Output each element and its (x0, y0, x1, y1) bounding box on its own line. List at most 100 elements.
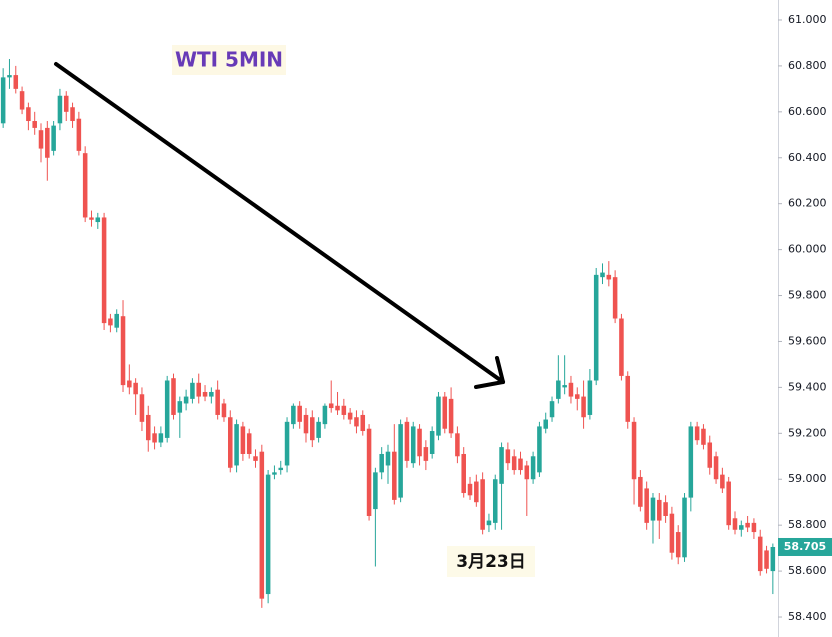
candle-body (120, 316, 126, 386)
candle-body (524, 465, 530, 480)
candle-body (63, 95, 69, 112)
candle-body (76, 118, 82, 151)
candle-body (101, 217, 107, 324)
candle-body (543, 419, 548, 429)
candle-body (675, 532, 681, 558)
candle-body (688, 426, 694, 498)
y-tick-label: 58.800 (788, 518, 827, 531)
candle-body (442, 396, 448, 429)
title-box (172, 45, 286, 75)
candle-body (650, 497, 656, 521)
y-tick-label: 59.200 (788, 426, 827, 439)
y-tick-label: 59.400 (788, 380, 827, 393)
candle-body (89, 217, 94, 220)
candles (0, 59, 776, 608)
candle-body (429, 431, 435, 454)
candle-body (537, 426, 542, 473)
candle-body (347, 412, 353, 420)
candle-body (234, 424, 239, 466)
y-tick-label: 61.000 (788, 13, 827, 26)
candle-body (209, 391, 214, 397)
candle-body (202, 391, 208, 397)
candle-body (360, 414, 366, 432)
candle-body (461, 453, 466, 494)
candle-body (410, 426, 416, 464)
candle-body (310, 417, 315, 441)
candle-body (448, 398, 454, 434)
candle-body (593, 274, 599, 381)
candle-body (480, 479, 485, 530)
candle-body (221, 403, 227, 418)
candle-body (259, 451, 265, 599)
candle-body (669, 513, 675, 553)
candle-body (467, 483, 473, 496)
candle-body (392, 451, 397, 500)
candle-body (139, 394, 145, 422)
candle-body (757, 536, 763, 572)
candle-body (612, 277, 618, 319)
y-tick-label: 60.600 (788, 105, 827, 118)
chart-title: WTI 5MIN (175, 48, 283, 72)
candle-body (328, 403, 334, 409)
candle-body (19, 91, 25, 110)
candle-body (215, 389, 220, 415)
candle-body (253, 456, 258, 461)
y-tick-label: 60.200 (788, 197, 827, 210)
candle-body (196, 382, 202, 397)
candle-body (732, 518, 738, 530)
y-tick-label: 58.600 (788, 564, 827, 577)
candle-body (240, 426, 246, 454)
candle-body (114, 313, 119, 328)
candle-body (657, 499, 662, 521)
candle-body (631, 421, 637, 480)
arrow-shaft (54, 62, 505, 384)
annotation-box (447, 546, 535, 577)
candle-body (0, 77, 6, 124)
candle-body (499, 447, 504, 484)
candle-body (70, 107, 75, 122)
candle-body (486, 520, 492, 526)
candle-body (95, 217, 101, 223)
candle-body (713, 456, 719, 480)
candle-body (568, 382, 574, 397)
candle-body (26, 107, 31, 122)
candle-body (127, 380, 132, 388)
arrow-head (495, 356, 505, 384)
y-tick-label: 60.800 (788, 59, 827, 72)
candle-body (625, 375, 631, 422)
candle-body (366, 428, 372, 516)
candle-body (171, 378, 176, 415)
candle-body (265, 474, 271, 595)
candle-body (606, 274, 612, 280)
candle-body (398, 424, 403, 498)
y-tick-label: 60.400 (788, 151, 827, 164)
candle-body (549, 401, 555, 418)
candle-body (511, 456, 517, 471)
candle-body (291, 405, 296, 425)
candle-body (701, 428, 706, 445)
candle-body (694, 426, 700, 441)
candle-body (505, 449, 511, 464)
candle-body (739, 525, 744, 530)
candle-body (322, 405, 328, 425)
candle-body (246, 433, 252, 454)
candle-body (587, 380, 593, 415)
y-tick-label: 59.600 (788, 334, 827, 347)
candle-body (272, 472, 277, 475)
candle-body (745, 522, 750, 528)
candle-body (82, 153, 88, 218)
arrow-head (474, 380, 505, 389)
candle-body (581, 396, 586, 418)
candle-body (354, 417, 359, 427)
candle-body (183, 396, 189, 404)
candle-body (417, 428, 422, 457)
candle-body (562, 385, 567, 388)
y-tick-label: 60.000 (788, 243, 827, 256)
candle-body (770, 546, 776, 572)
candle-body (638, 476, 643, 507)
candle-body (108, 318, 113, 326)
last-price-tag (778, 537, 832, 556)
candle-body (764, 550, 769, 569)
candle-body (373, 472, 378, 510)
